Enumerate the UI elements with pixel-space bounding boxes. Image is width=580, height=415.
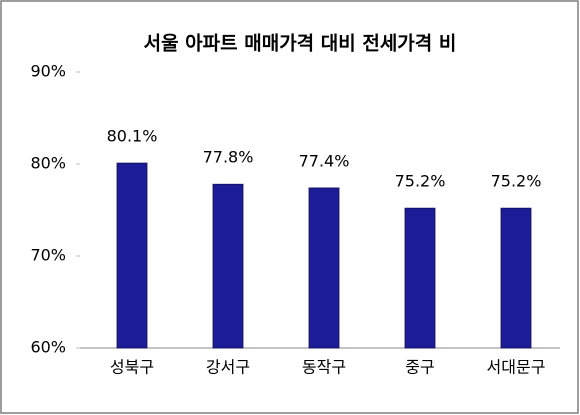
y-tick-label: 70% (30, 246, 66, 265)
y-tick-label: 80% (30, 154, 66, 173)
bar (500, 207, 532, 349)
value-label: 80.1% (107, 127, 158, 146)
bar (212, 183, 244, 349)
x-tick-label: 중구 (405, 358, 434, 377)
bar (404, 207, 436, 349)
value-label: 75.2% (491, 172, 542, 191)
value-label: 75.2% (395, 172, 446, 191)
value-label: 77.8% (203, 148, 254, 167)
x-tick-label: 성북구 (110, 358, 154, 377)
y-tick-label: 60% (30, 338, 66, 357)
bar (308, 187, 340, 349)
x-tick-label: 서대문구 (487, 358, 546, 377)
chart-title: 서울 아파트 매매가격 대비 전세가격 비 (144, 33, 457, 55)
y-tick-label: 90% (30, 62, 66, 81)
bar (116, 162, 148, 349)
x-tick-label: 동작구 (302, 358, 346, 377)
value-label: 77.4% (299, 151, 350, 170)
x-tick-label: 강서구 (206, 358, 250, 377)
